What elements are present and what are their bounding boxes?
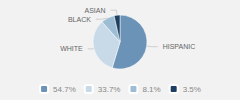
svg-text:8.1%: 8.1% (142, 85, 160, 94)
svg-text:ASIAN: ASIAN (84, 7, 105, 14)
svg-text:WHITE: WHITE (60, 45, 83, 52)
svg-text:54.7%: 54.7% (53, 85, 76, 94)
svg-text:BLACK: BLACK (68, 16, 91, 23)
svg-text:33.7%: 33.7% (98, 85, 121, 94)
svg-text:HISPANIC: HISPANIC (163, 43, 196, 50)
svg-text:3.5%: 3.5% (183, 85, 201, 94)
